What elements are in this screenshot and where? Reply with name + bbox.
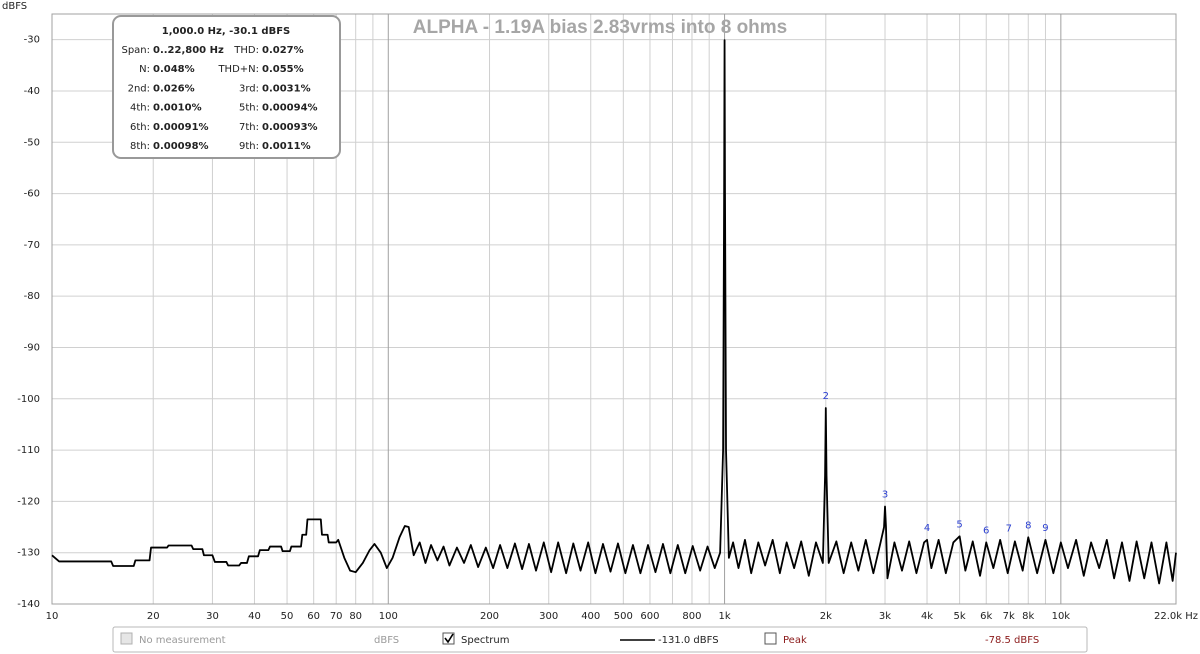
info-label: 3rd: bbox=[239, 83, 259, 94]
y-tick-label: -60 bbox=[24, 189, 40, 200]
x-tick-label: 8k bbox=[1022, 611, 1034, 622]
y-tick-label: -40 bbox=[24, 86, 40, 97]
info-value: 0.0031% bbox=[262, 83, 311, 94]
info-value: 0.00093% bbox=[262, 122, 318, 133]
x-tick-label: 100 bbox=[379, 611, 398, 622]
y-tick-label: -50 bbox=[24, 137, 40, 148]
y-tick-label: -140 bbox=[17, 599, 40, 610]
info-label: 8th: bbox=[130, 141, 150, 152]
y-tick-label: -70 bbox=[24, 240, 40, 251]
x-tick-label: 7k bbox=[1003, 611, 1015, 622]
checkbox[interactable] bbox=[120, 632, 133, 645]
info-label: 7th: bbox=[239, 122, 259, 133]
harmonic-label: 6 bbox=[983, 525, 989, 536]
info-label: 2nd: bbox=[128, 83, 150, 94]
info-header: 1,000.0 Hz, -30.1 dBFS bbox=[162, 26, 290, 37]
status-text: -78.5 dBFS bbox=[985, 635, 1039, 646]
x-tick-label: 60 bbox=[307, 611, 320, 622]
checkbox[interactable] bbox=[764, 632, 777, 645]
info-value: 0.026% bbox=[153, 83, 195, 94]
info-label: THD+N: bbox=[217, 64, 259, 75]
info-value: 0.055% bbox=[262, 64, 304, 75]
x-tick-label: 22.0k Hz bbox=[1154, 611, 1198, 622]
x-tick-label: 300 bbox=[539, 611, 558, 622]
x-tick-label: 50 bbox=[281, 611, 294, 622]
harmonic-label: 7 bbox=[1006, 523, 1012, 534]
checkmark bbox=[444, 633, 454, 644]
x-tick-label: 600 bbox=[640, 611, 659, 622]
x-tick-label: 20 bbox=[147, 611, 160, 622]
x-tick-label: 5k bbox=[954, 611, 966, 622]
info-label: 5th: bbox=[239, 103, 259, 114]
info-label: Span: bbox=[121, 45, 150, 56]
info-label: 9th: bbox=[239, 141, 259, 152]
info-label: 4th: bbox=[130, 103, 150, 114]
x-tick-label: 800 bbox=[682, 611, 701, 622]
y-tick-label: -90 bbox=[24, 342, 40, 353]
x-tick-label: 4k bbox=[921, 611, 933, 622]
chart-title: ALPHA - 1.19A bias 2.83vrms into 8 ohms bbox=[413, 17, 788, 38]
info-value: 0.00098% bbox=[153, 141, 209, 152]
info-value: 0.027% bbox=[262, 45, 304, 56]
y-tick-label: -130 bbox=[17, 548, 40, 559]
x-tick-label: 10k bbox=[1052, 611, 1071, 622]
status-text: -131.0 dBFS bbox=[658, 635, 719, 646]
info-value: 0.00094% bbox=[262, 103, 318, 114]
info-box bbox=[112, 15, 341, 159]
status-text: No measurement bbox=[139, 635, 226, 646]
x-tick-label: 500 bbox=[614, 611, 633, 622]
y-tick-label: -100 bbox=[17, 394, 40, 405]
legend-label: Spectrum bbox=[461, 635, 509, 646]
x-tick-label: 400 bbox=[581, 611, 600, 622]
y-axis-label: dBFS bbox=[2, 1, 27, 12]
x-tick-label: 10 bbox=[46, 611, 59, 622]
y-tick-label: -120 bbox=[17, 496, 40, 507]
checkbox[interactable] bbox=[442, 632, 455, 645]
harmonic-label: 9 bbox=[1042, 523, 1048, 534]
harmonic-label: 5 bbox=[956, 519, 962, 530]
harmonic-label: 3 bbox=[882, 490, 888, 501]
info-value: 0.0011% bbox=[262, 141, 311, 152]
status-bar bbox=[112, 626, 1088, 653]
series-line bbox=[51, 39, 1177, 585]
info-value: 0.0010% bbox=[153, 103, 202, 114]
info-value: 0.048% bbox=[153, 64, 195, 75]
x-tick-label: 1k bbox=[718, 611, 730, 622]
harmonic-label: 8 bbox=[1025, 520, 1031, 531]
y-tick-label: -30 bbox=[24, 35, 40, 46]
info-value: 0.00091% bbox=[153, 122, 209, 133]
info-label: N: bbox=[139, 64, 150, 75]
x-tick-label: 3k bbox=[879, 611, 891, 622]
x-tick-label: 200 bbox=[480, 611, 499, 622]
info-value: 0..22,800 Hz bbox=[153, 45, 224, 56]
status-text: Peak bbox=[783, 635, 807, 646]
harmonic-label: 2 bbox=[823, 391, 829, 402]
x-tick-label: 30 bbox=[206, 611, 219, 622]
info-label: 6th: bbox=[130, 122, 150, 133]
harmonic-label: 4 bbox=[924, 523, 930, 534]
y-tick-label: -110 bbox=[17, 445, 40, 456]
x-tick-label: 6k bbox=[980, 611, 992, 622]
status-text: dBFS bbox=[374, 635, 399, 646]
plot-frame bbox=[51, 13, 1177, 605]
info-label: THD: bbox=[233, 45, 259, 56]
x-tick-label: 80 bbox=[349, 611, 362, 622]
x-tick-label: 70 bbox=[330, 611, 343, 622]
y-tick-label: -80 bbox=[24, 291, 40, 302]
x-tick-label: 40 bbox=[248, 611, 261, 622]
x-tick-label: 2k bbox=[820, 611, 832, 622]
